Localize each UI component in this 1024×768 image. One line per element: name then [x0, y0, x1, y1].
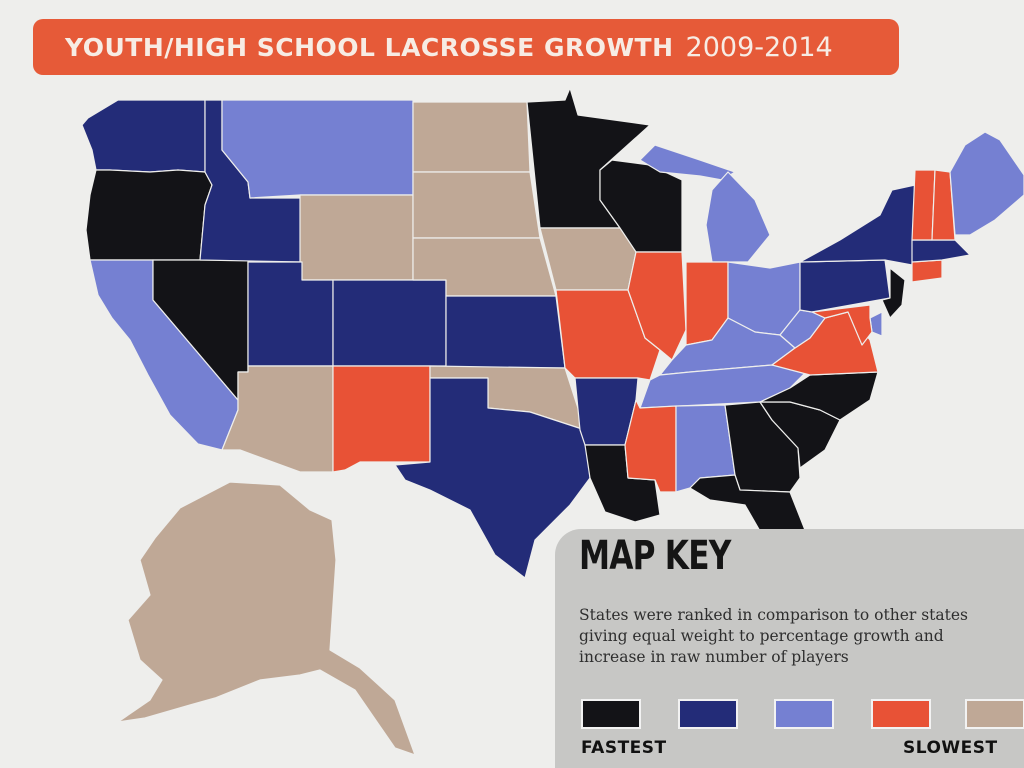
map-key-description: States were ranked in comparison to othe… [579, 605, 1024, 668]
state-massachusetts[interactable] [911, 239, 971, 263]
legend-label-slowest: SLOWEST [903, 738, 998, 758]
state-washington[interactable] [81, 99, 206, 173]
state-wyoming[interactable] [299, 194, 414, 281]
state-michigan[interactable] [705, 171, 771, 263]
state-illinois[interactable] [627, 251, 687, 361]
title-banner: YOUTH/HIGH SCHOOL LACROSSE GROWTH 2009-2… [33, 19, 899, 75]
legend-label-fastest: FASTEST [581, 738, 667, 758]
state-alaska[interactable] [117, 481, 416, 756]
map-key-panel: MAP KEY States were ranked in comparison… [555, 529, 1024, 768]
map-key-description-line: increase in raw number of players [579, 648, 849, 666]
state-north-dakota[interactable] [412, 101, 531, 173]
legend-swatch-fastest [581, 699, 641, 729]
legend-swatch-slowest [965, 699, 1024, 729]
state-maine[interactable] [949, 131, 1024, 236]
state-new-hampshire[interactable] [931, 169, 956, 241]
state-maryland[interactable] [811, 304, 873, 346]
map-key-description-line: giving equal weight to percentage growth… [579, 627, 944, 645]
map-key-description-line: States were ranked in comparison to othe… [579, 606, 968, 624]
state-new-jersey[interactable] [881, 267, 906, 319]
legend-swatch-tier-3 [774, 699, 834, 729]
state-arizona[interactable] [221, 365, 334, 473]
map-title-years: 2009-2014 [685, 31, 833, 63]
state-colorado[interactable] [332, 279, 447, 367]
state-mississippi[interactable] [624, 399, 677, 493]
legend-swatch-tier-4 [871, 699, 931, 729]
map-title: YOUTH/HIGH SCHOOL LACROSSE GROWTH [65, 32, 674, 62]
state-vermont[interactable] [911, 169, 936, 241]
legend-swatch-tier-2 [678, 699, 738, 729]
state-kansas[interactable] [445, 295, 566, 369]
state-north-carolina[interactable] [759, 371, 879, 421]
state-montana[interactable] [221, 99, 414, 199]
map-key-heading: MAP KEY [579, 533, 731, 579]
state-new-york[interactable] [799, 184, 916, 266]
state-oregon[interactable] [85, 169, 213, 261]
state-iowa[interactable] [539, 227, 637, 291]
state-texas[interactable] [394, 377, 591, 579]
state-new-mexico[interactable] [332, 365, 431, 473]
state-connecticut[interactable] [911, 259, 943, 283]
state-pennsylvania[interactable] [799, 259, 891, 313]
state-south-dakota[interactable] [412, 171, 541, 239]
